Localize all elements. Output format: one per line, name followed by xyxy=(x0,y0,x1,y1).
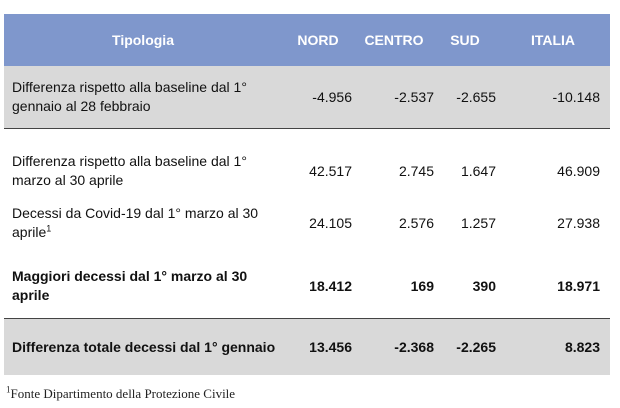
row-label: Differenza rispetto alla baseline dal 1°… xyxy=(12,153,247,188)
footnote-text: Fonte Dipartimento della Protezione Civi… xyxy=(10,386,236,401)
value-sud: 1.647 xyxy=(460,163,496,179)
row-label: Decessi da Covid-19 dal 1° marzo al 30 a… xyxy=(12,200,282,246)
table-header: Tipologia NORD CENTRO SUD ITALIA xyxy=(4,14,610,66)
value-nord: 13.456 xyxy=(309,339,352,355)
value-nord: 24.105 xyxy=(309,215,352,231)
value-centro: -2.368 xyxy=(394,339,434,355)
header-sud: SUD xyxy=(450,32,480,48)
footnote-marker: 1 xyxy=(46,223,52,234)
value-italia: -10.148 xyxy=(552,89,600,105)
row-divider xyxy=(4,128,610,129)
value-sud: 390 xyxy=(472,278,496,294)
value-centro: 2.745 xyxy=(398,163,434,179)
value-centro: 2.576 xyxy=(398,215,434,231)
value-sud: -2.265 xyxy=(456,339,496,355)
table-row: Differenza rispetto alla baseline dal 1°… xyxy=(4,66,610,128)
row-label: Differenza totale decessi dal 1° gennaio xyxy=(12,338,276,355)
value-nord: 18.412 xyxy=(309,278,352,294)
header-centro: CENTRO xyxy=(364,32,424,48)
value-centro: -2.537 xyxy=(394,89,434,105)
value-nord: -4.956 xyxy=(312,89,352,105)
header-nord: NORD xyxy=(297,32,339,48)
value-centro: 169 xyxy=(410,278,434,294)
row-label: Differenza rispetto alla baseline dal 1°… xyxy=(12,79,247,114)
table-row: Differenza totale decessi dal 1° gennaio… xyxy=(4,319,610,375)
value-italia: 27.938 xyxy=(557,215,600,231)
value-italia: 18.971 xyxy=(557,278,600,294)
row-label: Maggiori decessi dal 1° marzo al 30 apri… xyxy=(12,268,248,303)
footnote-marker: 1 xyxy=(6,384,11,395)
value-sud: 1.257 xyxy=(460,215,496,231)
value-italia: 46.909 xyxy=(557,163,600,179)
header-italia: ITALIA xyxy=(530,32,576,48)
value-italia: 8.823 xyxy=(564,339,600,355)
footnote: 1Fonte Dipartimento della Protezione Civ… xyxy=(6,384,236,402)
value-nord: 42.517 xyxy=(309,163,352,179)
value-sud: -2.655 xyxy=(456,89,496,105)
row-divider xyxy=(4,318,610,319)
table-row: Maggiori decessi dal 1° marzo al 30 apri… xyxy=(4,262,610,310)
table-row: Differenza rispetto alla baseline dal 1°… xyxy=(4,148,610,194)
row-label-text: Decessi da Covid-19 dal 1° marzo al 30 a… xyxy=(12,205,259,240)
table-row: Decessi da Covid-19 dal 1° marzo al 30 a… xyxy=(4,200,610,246)
header-tipologia: Tipologia xyxy=(112,32,174,48)
